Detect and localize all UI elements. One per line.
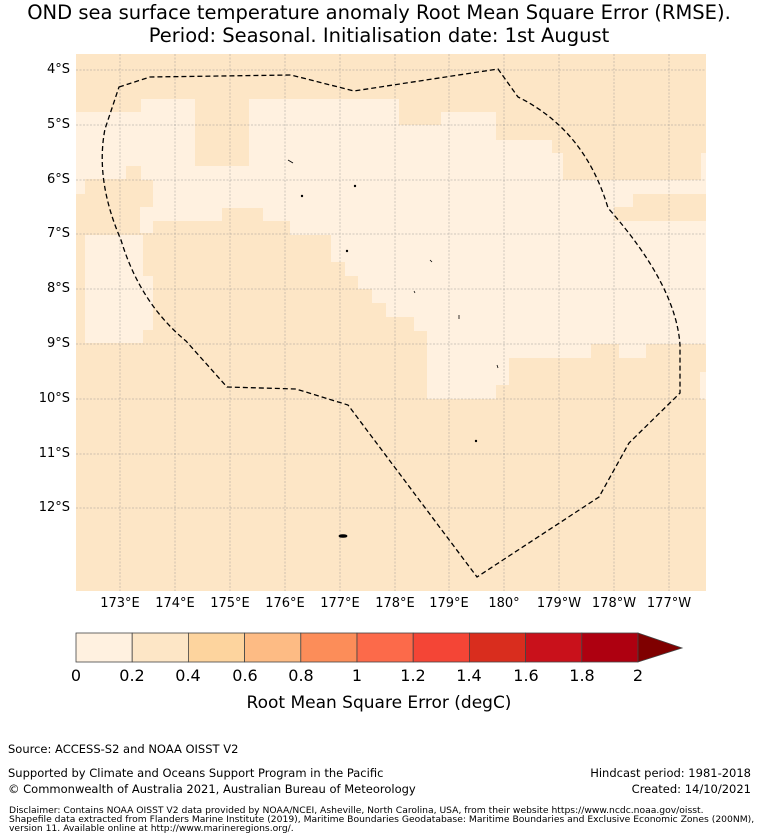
lon-label-179w: 179°W bbox=[536, 596, 582, 611]
island-4 bbox=[345, 249, 349, 253]
colorbar-bin-5 bbox=[356, 632, 414, 663]
disclaimer-line-1: Disclaimer: Contains NOAA OISST V2 data … bbox=[9, 805, 704, 816]
colorbar-bin-1 bbox=[131, 632, 189, 663]
map-title-line-2: Period: Seasonal. Initialisation date: 1… bbox=[148, 24, 610, 47]
colorbar-tick-2: 2 bbox=[632, 666, 644, 685]
island-9 bbox=[474, 439, 478, 443]
lat-label-5s: 5°S bbox=[46, 117, 70, 132]
colorbar-bin-2 bbox=[187, 632, 245, 663]
colorbar-tick-1.4: 1.4 bbox=[456, 666, 482, 685]
colorbar-tick-0.4: 0.4 bbox=[175, 666, 201, 685]
lon-label-177e: 177°E bbox=[320, 596, 360, 611]
colorbar-bin-3 bbox=[244, 632, 302, 663]
island-5 bbox=[429, 259, 433, 263]
lon-label-173e: 173°E bbox=[100, 596, 140, 611]
colorbar-bin-7 bbox=[468, 632, 526, 663]
lat-label-9s: 9°S bbox=[46, 336, 70, 351]
colorbar bbox=[75, 632, 639, 663]
island-8 bbox=[496, 364, 499, 369]
colorbar-bin-6 bbox=[412, 632, 470, 663]
colorbar-extend-arrow bbox=[637, 632, 684, 663]
colorbar-tick-1.2: 1.2 bbox=[400, 666, 426, 685]
lat-label-10s: 10°S bbox=[38, 391, 70, 406]
colorbar-tick-0.8: 0.8 bbox=[288, 666, 314, 685]
lon-label-180: 180° bbox=[488, 596, 520, 611]
colorbar-tick-0.2: 0.2 bbox=[119, 666, 145, 685]
disclaimer-line-2: Shapefile data extracted from Flanders M… bbox=[9, 814, 755, 825]
map-title-line-1: OND sea surface temperature anomaly Root… bbox=[27, 1, 731, 24]
colorbar-bin-0 bbox=[75, 632, 133, 663]
island-3 bbox=[300, 194, 304, 198]
lon-label-176e: 176°E bbox=[265, 596, 305, 611]
lat-label-4s: 4°S bbox=[46, 62, 70, 77]
eez-boundary bbox=[101, 68, 681, 578]
lon-label-179e: 179°E bbox=[429, 596, 469, 611]
colorbar-tick-1.8: 1.8 bbox=[569, 666, 595, 685]
colorbar-tick-1: 1 bbox=[351, 666, 363, 685]
lat-label-6s: 6°S bbox=[46, 172, 70, 187]
rmse-bin-0-0.2-east-patch bbox=[700, 372, 706, 399]
hindcast-period-text: Hindcast period: 1981-2018 bbox=[590, 766, 751, 780]
created-date-text: Created: 14/10/2021 bbox=[631, 782, 751, 796]
colorbar-bin-4 bbox=[300, 632, 358, 663]
graticule bbox=[76, 54, 706, 591]
island-1 bbox=[287, 159, 294, 164]
islands bbox=[287, 159, 499, 538]
colorbar-tick-0: 0 bbox=[70, 666, 82, 685]
island-2 bbox=[353, 184, 357, 188]
support-text: Supported by Climate and Oceans Support … bbox=[8, 766, 384, 780]
colorbar-tick-1.6: 1.6 bbox=[513, 666, 539, 685]
lat-label-12s: 12°S bbox=[38, 500, 70, 515]
lat-label-11s: 11°S bbox=[38, 446, 70, 461]
lat-label-8s: 8°S bbox=[46, 281, 70, 296]
rmse-bin-0-0.2-west-patch-b bbox=[85, 276, 153, 330]
lon-label-178e: 178°E bbox=[375, 596, 415, 611]
colorbar-bin-8 bbox=[525, 632, 583, 663]
lon-label-178w: 178°W bbox=[591, 596, 637, 611]
lat-label-7s: 7°S bbox=[46, 226, 70, 241]
disclaimer-line-3: version 11. Available online at http://w… bbox=[9, 823, 294, 834]
island-6 bbox=[413, 290, 416, 294]
copyright-text: © Commonwealth of Australia 2021, Austra… bbox=[8, 782, 416, 796]
source-text: Source: ACCESS-S2 and NOAA OISST V2 bbox=[8, 742, 239, 756]
colorbar-label: Root Mean Square Error (degC) bbox=[246, 693, 512, 713]
island-10 bbox=[338, 534, 348, 538]
lon-label-177w: 177°W bbox=[646, 596, 692, 611]
rmse-bin-0-0.2-region bbox=[76, 99, 706, 399]
colorbar-tick-0.6: 0.6 bbox=[232, 666, 258, 685]
colorbar-bin-9 bbox=[581, 632, 639, 663]
lon-label-174e: 174°E bbox=[155, 596, 195, 611]
lon-label-175e: 175°E bbox=[210, 596, 250, 611]
